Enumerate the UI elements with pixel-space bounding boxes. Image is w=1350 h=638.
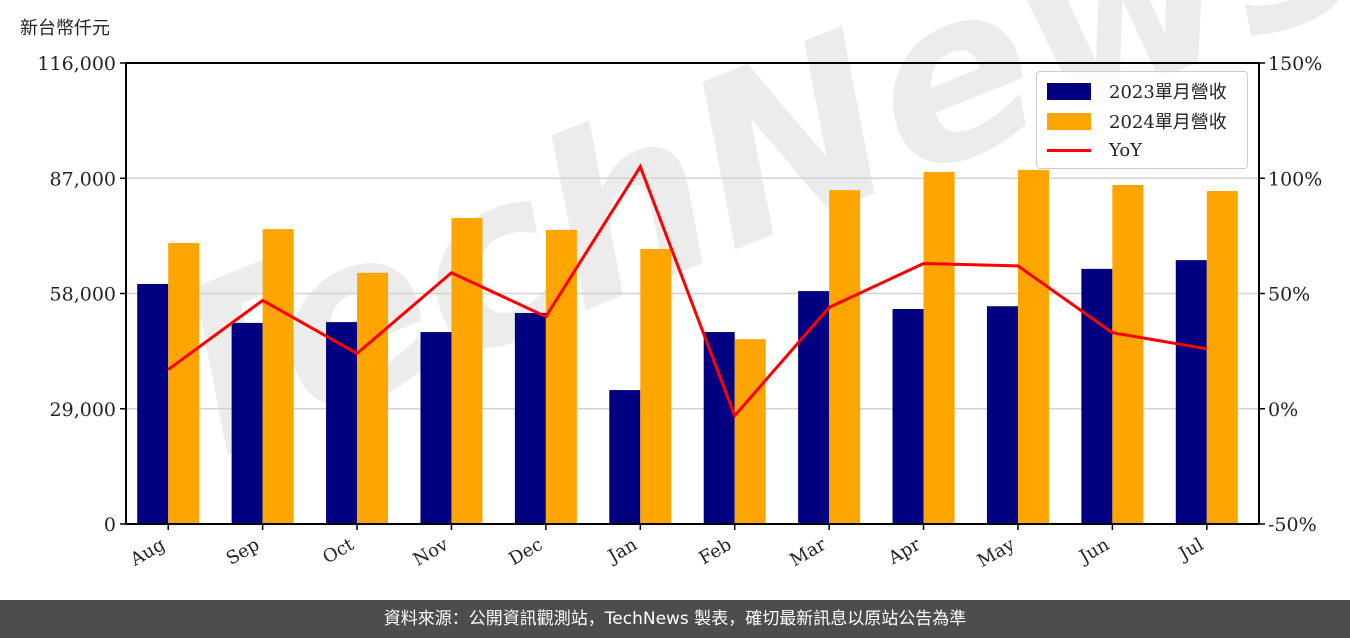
- svg-text:Jul: Jul: [1174, 534, 1208, 566]
- svg-text:Sep: Sep: [223, 534, 263, 569]
- svg-text:150%: 150%: [1268, 53, 1322, 75]
- legend-line-yoy: [1047, 148, 1091, 152]
- legend-label-2024: 2024單月營收: [1109, 112, 1227, 133]
- svg-text:29,000: 29,000: [50, 399, 116, 421]
- grid-lines: [126, 177, 1259, 410]
- svg-text:Apr: Apr: [884, 534, 924, 569]
- svg-text:100%: 100%: [1268, 168, 1322, 190]
- svg-text:Nov: Nov: [410, 534, 453, 571]
- svg-text:87,000: 87,000: [50, 168, 116, 190]
- legend-swatch-2023: [1047, 82, 1091, 100]
- source-footer: 資料來源：公開資訊觀測站，TechNews 製表，確切最新訊息以原站公告為準: [0, 600, 1350, 638]
- svg-text:0: 0: [104, 514, 116, 536]
- svg-text:Aug: Aug: [126, 534, 169, 571]
- svg-text:Oct: Oct: [319, 534, 358, 569]
- legend: 2023單月營收 2024單月營收 YoY: [1036, 71, 1248, 169]
- legend-item-2024: 2024單月營收: [1047, 106, 1227, 136]
- chart-canvas: TechNews 029,00058,00087,000116,000-50%0…: [37, 0, 1350, 572]
- legend-label-yoy: YoY: [1109, 139, 1143, 161]
- svg-text:Jun: Jun: [1074, 534, 1113, 569]
- svg-text:May: May: [974, 534, 1019, 572]
- yoy-line: [167, 163, 1208, 419]
- svg-text:Dec: Dec: [505, 534, 546, 570]
- svg-text:-50%: -50%: [1268, 514, 1317, 536]
- svg-text:0%: 0%: [1268, 399, 1298, 421]
- legend-item-2023: 2023單月營收: [1047, 76, 1227, 106]
- y-axis-unit-label: 新台幣仟元: [20, 18, 110, 39]
- svg-text:Feb: Feb: [696, 534, 736, 569]
- bar-series: [137, 169, 1238, 525]
- svg-text:116,000: 116,000: [37, 53, 116, 75]
- svg-text:50%: 50%: [1268, 284, 1310, 306]
- legend-label-2023: 2023單月營收: [1109, 82, 1227, 103]
- svg-text:Jan: Jan: [603, 534, 641, 568]
- legend-item-yoy: YoY: [1047, 135, 1142, 165]
- legend-swatch-2024: [1047, 112, 1091, 130]
- svg-text:58,000: 58,000: [50, 284, 116, 306]
- svg-text:Mar: Mar: [786, 534, 830, 571]
